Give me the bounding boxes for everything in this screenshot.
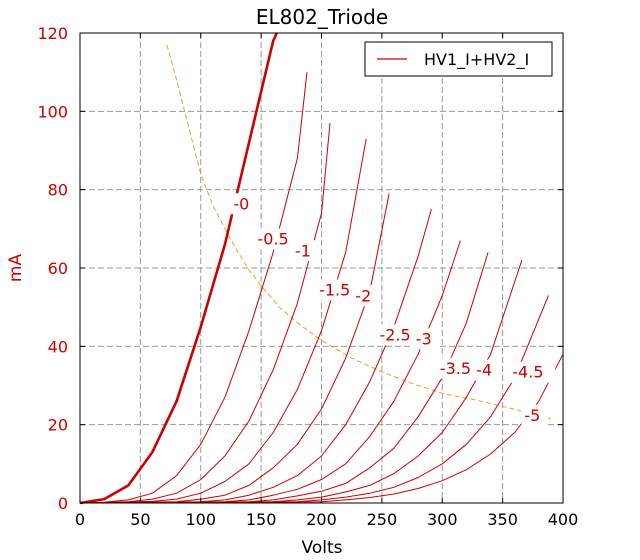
x-axis-title: Volts [302,538,343,558]
plate-curve--0.5 [79,72,308,504]
x-tick-label: 200 [306,510,337,529]
curve-label-bg [473,359,500,381]
curve-label-bg [376,324,423,346]
curve-label-text: -5 [524,406,540,425]
curve-label: -2.5 [376,324,423,346]
y-tick-label: 80 [48,181,68,200]
curve-label-bg [436,357,483,379]
curve-label-bg [291,240,318,262]
curve-label-text: -4.5 [512,363,543,382]
y-tick-label: 120 [37,24,68,43]
y-axis-title: mA [6,254,26,283]
x-tick-label: 100 [185,510,216,529]
curve-label-bg [352,285,379,307]
curve-label-bg [254,228,301,250]
curve-label: -1.5 [316,279,363,301]
load-line [166,44,552,420]
curve-label: -5 [521,404,548,426]
plate-curve--2 [79,193,390,504]
plate-curve--4 [79,260,523,504]
curve-label-text: -1 [295,241,311,260]
legend-label: HV1_I+HV2_I [424,50,529,70]
y-tick-label: 0 [58,494,68,513]
curve-label-text: -3.5 [440,359,471,378]
curve-label-text: -0 [233,194,249,213]
curve-label: -4.5 [509,361,556,383]
load-line-path [166,44,552,420]
y-tick-label: 100 [37,102,68,121]
plate-curve--1.5 [79,138,367,504]
curve-label-bg [230,193,257,215]
x-tick-label: 50 [130,510,150,529]
curve-label-text: -0.5 [258,230,289,249]
curve-label-text: -3 [416,329,432,348]
curve-labels: -0 -0.5 -1 -1.5 -2 -2.5 -3 -3.5 -4 -4.5 -5 [230,193,556,426]
curve-label: -0 [230,193,257,215]
x-tick-label: 0 [75,510,85,529]
curve-label-bg [412,328,439,350]
axis-ticks: 0 50 100 150 200 250 300 350 400 0 20 40 60 80 100 120 [37,24,578,529]
plate-curve--3 [79,240,461,504]
y-tick-label: 60 [48,259,68,278]
x-tick-label: 350 [487,510,518,529]
y-tick-label: 20 [48,416,68,435]
curve-label: -0.5 [254,228,301,250]
curve-label: -3.5 [436,357,483,379]
plate-curve--5 [79,353,564,504]
plate-curve--2.5 [79,209,432,504]
x-tick-label: 250 [367,510,398,529]
plate-curve--1 [79,123,331,504]
curve-label: -1 [291,240,318,262]
grid [80,33,563,503]
chart-title: EL802_Triode [256,5,388,29]
y-tick-label: 40 [48,337,68,356]
curve-label-text: -2.5 [379,325,410,344]
curve-label-text: -2 [355,286,371,305]
curve-label-bg [316,279,363,301]
legend: HV1_I+HV2_I [364,41,553,77]
curve-label: -3 [412,328,439,350]
curve-label-bg [509,361,556,383]
x-tick-label: 150 [246,510,277,529]
curve-label-text: -4 [476,361,492,380]
curve-label: -4 [473,359,500,381]
curve-label-text: -1.5 [319,280,350,299]
curve-label: -2 [352,285,379,307]
plate-curve--4.5 [79,295,549,504]
x-tick-label: 300 [427,510,458,529]
plate-curves [79,32,564,505]
curve-label-bg [521,404,548,426]
plate-curve--0 [79,32,278,505]
x-tick-label: 400 [548,510,579,529]
